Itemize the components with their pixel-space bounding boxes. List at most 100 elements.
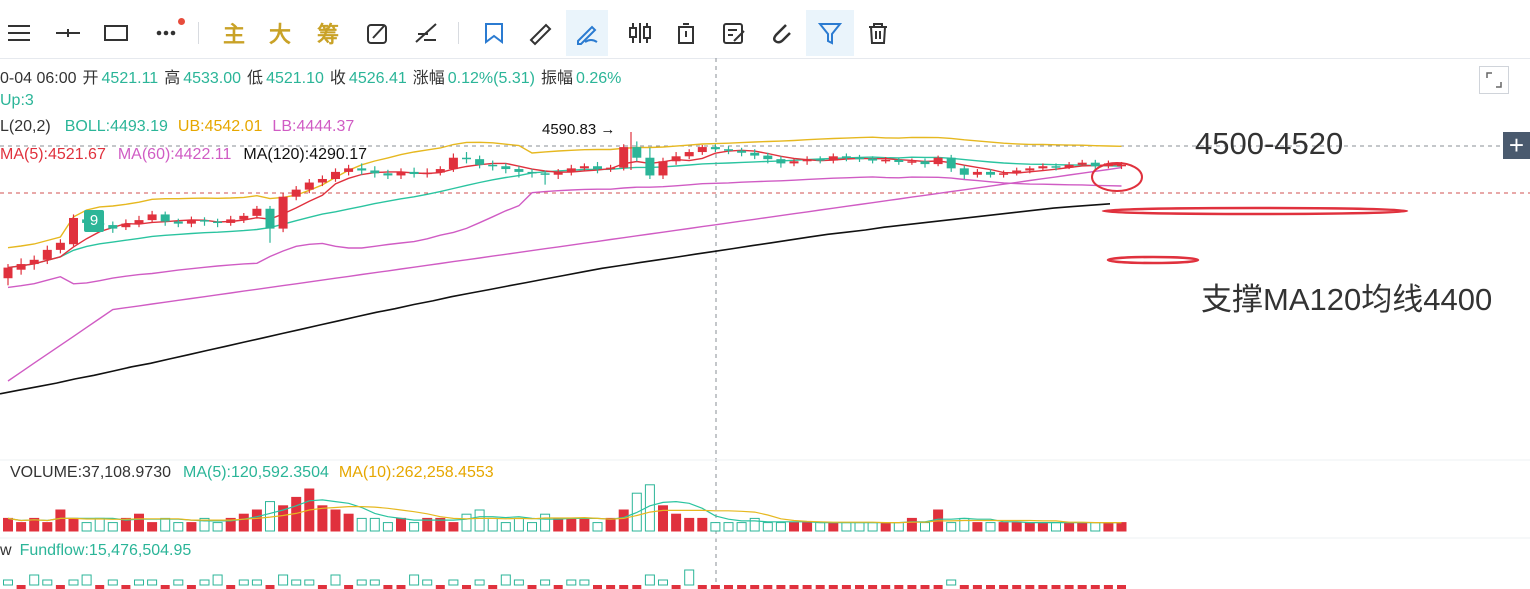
candle (1077, 159, 1087, 167)
candle-body (959, 168, 969, 175)
volume-bar (500, 522, 511, 532)
bookmark-icon[interactable] (474, 10, 514, 56)
candle (226, 215, 236, 226)
ohlc-time: 0-04 06:00 (0, 70, 77, 87)
candle-body (435, 169, 445, 173)
add-price-line-button[interactable]: + (1503, 132, 1530, 159)
candle (671, 152, 681, 165)
more-dots-icon[interactable] (146, 10, 186, 56)
volume-bar (789, 522, 799, 532)
volume-bar (566, 517, 577, 532)
chip-distribution-button[interactable]: 筹 (308, 10, 348, 56)
fundflow-bar (16, 585, 26, 589)
candle-body (527, 171, 537, 174)
fundflow-bar (396, 585, 406, 589)
candle (16, 258, 26, 275)
candle (278, 193, 288, 233)
main-indicator-button[interactable]: 主 (214, 10, 254, 56)
boll-param: L(20,2) (0, 118, 51, 135)
fundflow-bar (920, 585, 930, 589)
volume-bar (225, 517, 236, 532)
candle-body (855, 157, 864, 160)
pencil-icon[interactable] (566, 10, 608, 56)
candle-body (579, 166, 589, 169)
fundflow-bar (474, 579, 485, 586)
candle-body (3, 267, 13, 279)
chart-toolbar: 主 大 筹 (0, 0, 1530, 59)
candle-body (462, 157, 471, 160)
volume-bar (382, 522, 393, 532)
volume-bar (134, 513, 144, 532)
volume-bar (120, 517, 131, 532)
candle-body (671, 156, 681, 162)
ub-value: UB:4542.01 (177, 118, 263, 135)
candle (566, 164, 576, 176)
candle-body (894, 159, 904, 162)
ruler-icon[interactable] (520, 10, 560, 56)
fundflow-value: Fundflow:15,476,504.95 (19, 542, 192, 559)
volume-bar (1103, 522, 1114, 532)
candle-body (632, 147, 642, 158)
volume-bar (369, 517, 380, 532)
big-order-button[interactable]: 大 (260, 10, 300, 56)
volume-value: VOLUME:37,108.9730 (10, 464, 171, 481)
volume-bar (186, 522, 197, 532)
candle (383, 169, 393, 179)
candle-body (475, 159, 485, 165)
fundflow-bar (776, 585, 786, 589)
volume-bar (527, 522, 537, 532)
magnet-icon[interactable] (760, 10, 800, 56)
toolbar-divider (458, 22, 459, 44)
candle-body (972, 171, 982, 175)
candle (344, 164, 354, 176)
candlestick-icon[interactable] (620, 10, 660, 56)
candle-body (1025, 168, 1035, 171)
ma120-underline (1106, 255, 1200, 265)
candle (619, 144, 629, 171)
volume-bar (16, 522, 27, 532)
fundflow-bar (540, 579, 551, 586)
volume-bar (409, 522, 420, 532)
candle-body (514, 169, 524, 172)
volume-bar (1116, 522, 1127, 532)
candle-body (606, 167, 616, 170)
volume-bar (160, 517, 171, 532)
kline-chart[interactable] (0, 58, 1530, 589)
volume-bar (173, 522, 184, 532)
candle (894, 157, 904, 165)
indicator-lines (0, 136, 1122, 395)
fullscreen-button[interactable] (1479, 66, 1509, 94)
fundflow-bar (619, 585, 629, 589)
edit-note-icon[interactable] (714, 10, 754, 56)
volume-bar (1051, 522, 1061, 532)
candle-body (317, 178, 327, 183)
filter-icon[interactable] (806, 10, 854, 56)
fundflow-bar (763, 585, 773, 589)
candle-body (658, 161, 668, 176)
volume-bar (42, 522, 53, 532)
candle-body (448, 157, 458, 170)
candle-body (986, 171, 995, 175)
horizontal-line-icon[interactable] (48, 10, 88, 56)
high-value: 4533.00 (183, 70, 242, 87)
clipboard-icon[interactable] (666, 10, 706, 56)
volume-bar (3, 517, 13, 532)
line-tool-icon[interactable] (406, 10, 446, 56)
candle (265, 205, 275, 243)
hamburger-menu-icon[interactable] (0, 10, 36, 56)
pen-square-icon[interactable] (358, 10, 398, 56)
trash-icon[interactable] (858, 10, 898, 56)
candle (29, 255, 39, 270)
fundflow-bar (317, 585, 327, 589)
candle-body (1051, 166, 1061, 168)
fundflow-bar (959, 585, 969, 589)
fundflow-bar (488, 585, 498, 589)
rectangle-icon[interactable] (96, 10, 136, 56)
volume-bar (435, 517, 446, 532)
candle (252, 205, 262, 219)
fundflow-bar (815, 585, 825, 589)
candle-body (291, 189, 301, 197)
candle (422, 168, 432, 178)
candle (933, 155, 943, 167)
candle (1051, 163, 1061, 171)
